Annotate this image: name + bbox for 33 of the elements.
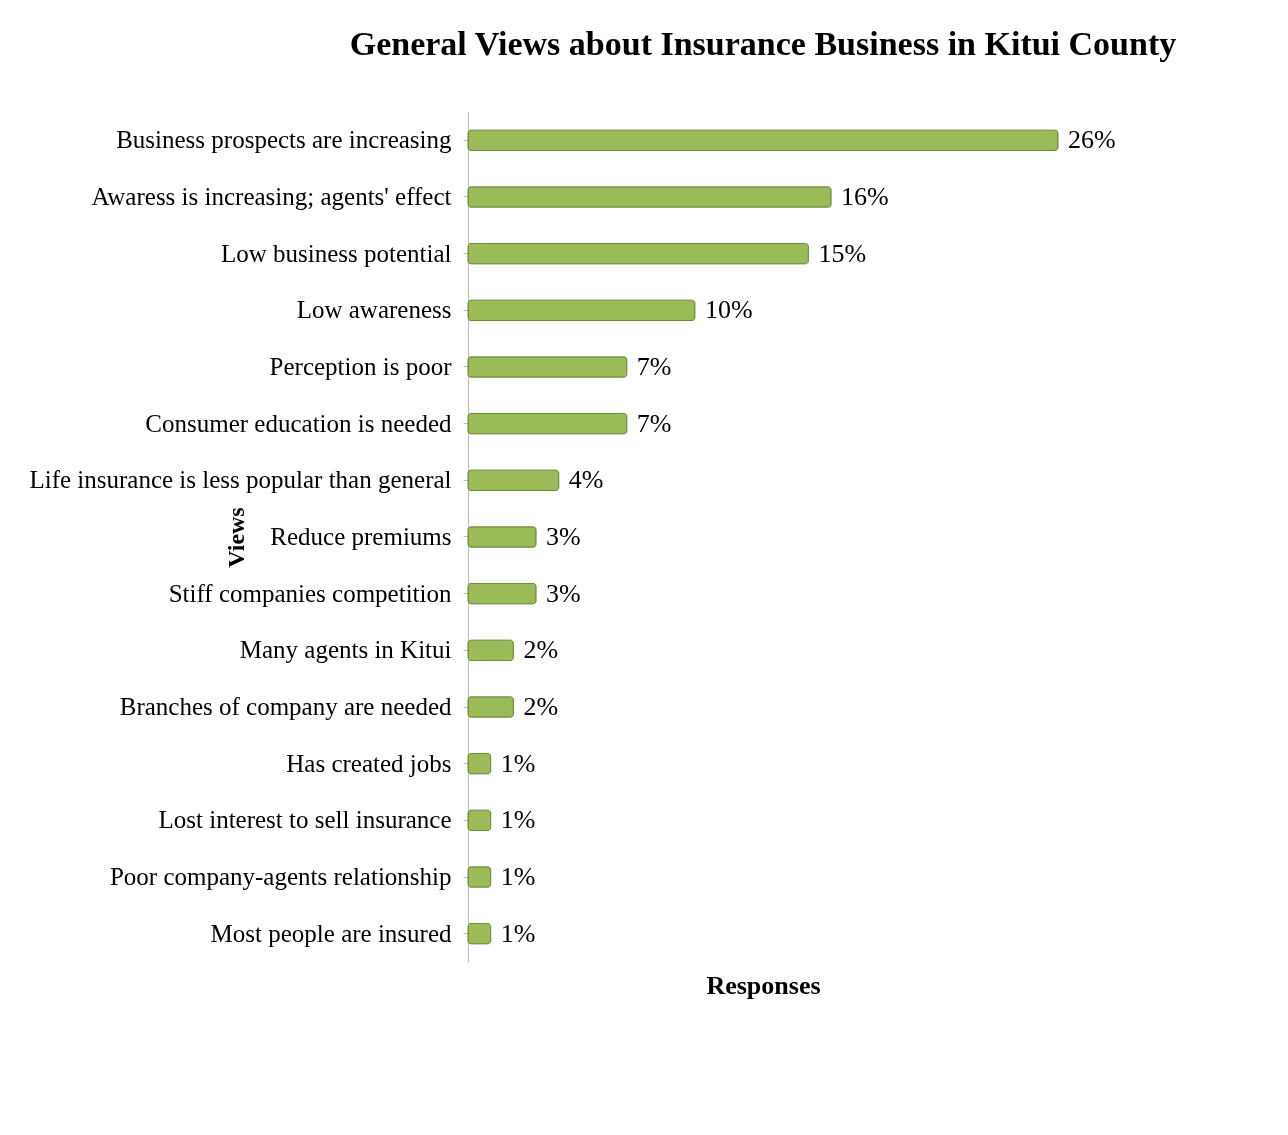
y-tick-label: Lost interest to sell insurance: [158, 806, 452, 834]
data-label: 1%: [500, 918, 536, 948]
y-axis-title: Views: [222, 507, 249, 568]
data-label: 2%: [523, 635, 559, 665]
y-tick-label: Poor company-agents relationship: [109, 863, 452, 890]
y-tick-label: Has created jobs: [286, 749, 452, 777]
y-tick-label: Many agents in Kitui: [239, 636, 452, 664]
y-tick-label: Awaress is increasing; agents' effect: [91, 183, 452, 210]
y-tick-label: Branches of company are needed: [119, 693, 452, 720]
data-label: 15%: [818, 238, 867, 268]
data-label: 1%: [500, 862, 536, 891]
data-label: 3%: [546, 578, 581, 608]
y-tick-label: Perception is poor: [269, 353, 453, 380]
y-tick-label: Stiff companies competition: [168, 579, 452, 607]
y-tick-label: Low business potential: [220, 239, 452, 267]
data-label: 3%: [546, 522, 581, 551]
y-tick-label: Consumer education is needed: [145, 409, 452, 437]
data-label: 2%: [523, 692, 559, 721]
chart-title: General Views about Insurance Business in Kitui County: [349, 25, 1177, 62]
x-axis-title: Responses: [706, 970, 821, 1000]
y-tick-label: Reduce premiums: [270, 523, 452, 550]
y-tick-label: Life insurance is less popular than general: [29, 466, 452, 494]
data-label: 10%: [704, 295, 753, 325]
y-tick-label: Most people are insured: [210, 919, 452, 947]
data-label: 1%: [500, 805, 536, 835]
y-tick-label: Low awareness: [296, 296, 452, 324]
data-label: 4%: [568, 465, 604, 495]
data-label: 7%: [636, 352, 672, 381]
data-label: 16%: [841, 182, 889, 211]
data-label: 1%: [500, 748, 536, 778]
data-label: 7%: [636, 408, 672, 438]
y-tick-label: Business prospects are increasing: [116, 126, 452, 154]
data-label: 26%: [1068, 125, 1116, 155]
